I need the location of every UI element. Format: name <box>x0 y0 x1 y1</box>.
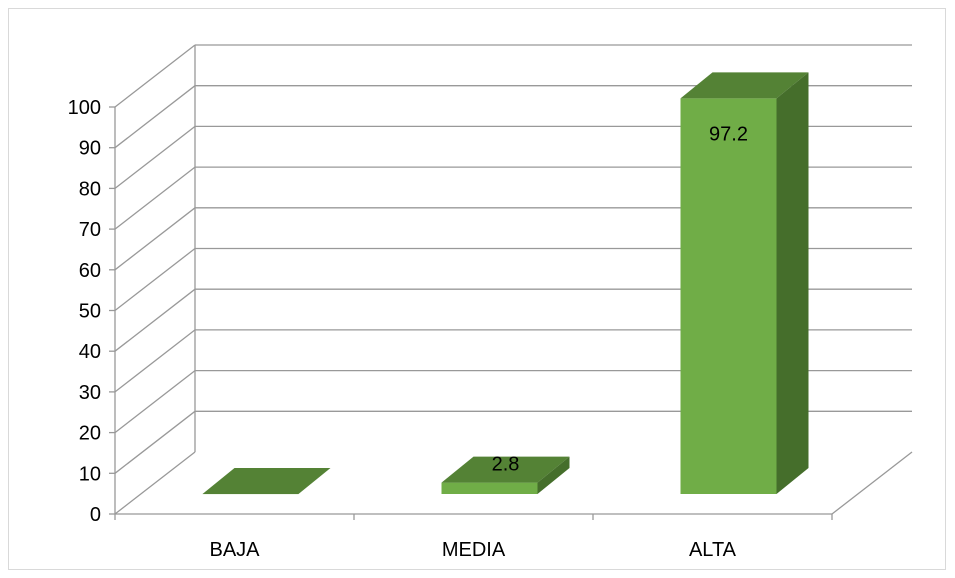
y-tick-label-50: 50 <box>79 301 101 323</box>
y-tick-label-30: 30 <box>79 382 101 404</box>
side-gridline-50 <box>114 247 196 312</box>
side-gridline-90 <box>114 85 196 149</box>
y-tick-label-0: 0 <box>90 504 101 526</box>
side-gridline-70 <box>114 166 196 230</box>
category-label-media: MEDIA <box>442 539 506 561</box>
side-gridline-40 <box>114 288 196 352</box>
category-label-baja: BAJA <box>209 539 260 561</box>
bar-side-alta <box>776 72 809 495</box>
y-tick-label-10: 10 <box>79 463 101 485</box>
side-gridline-0 <box>114 451 196 515</box>
y-tick-label-60: 60 <box>79 260 101 282</box>
y-tick-label-40: 40 <box>79 341 101 363</box>
bar-top-baja <box>202 468 331 494</box>
side-gridline-10 <box>114 410 196 474</box>
bar-front-media <box>441 482 538 494</box>
category-label-alta: ALTA <box>689 539 737 561</box>
data-label-alta: 97.2 <box>709 123 748 145</box>
side-gridline-20 <box>114 370 196 434</box>
data-label-media: 2.8 <box>492 454 520 476</box>
y-tick-label-80: 80 <box>79 178 101 200</box>
y-tick-label-70: 70 <box>79 219 101 241</box>
side-gridline-30 <box>114 329 196 393</box>
y-tick-label-90: 90 <box>79 138 101 160</box>
y-tick-label-20: 20 <box>79 423 101 445</box>
bar-front-alta <box>680 98 777 495</box>
bar-side-media <box>537 456 570 494</box>
side-gridline-60 <box>114 207 196 271</box>
side-gridline-100 <box>114 44 196 108</box>
floor-right-edge <box>831 451 913 515</box>
bar-top-alta <box>680 72 809 99</box>
side-gridline-80 <box>114 125 196 189</box>
y-tick-label-100: 100 <box>68 97 101 119</box>
bar-top-media <box>441 456 570 483</box>
